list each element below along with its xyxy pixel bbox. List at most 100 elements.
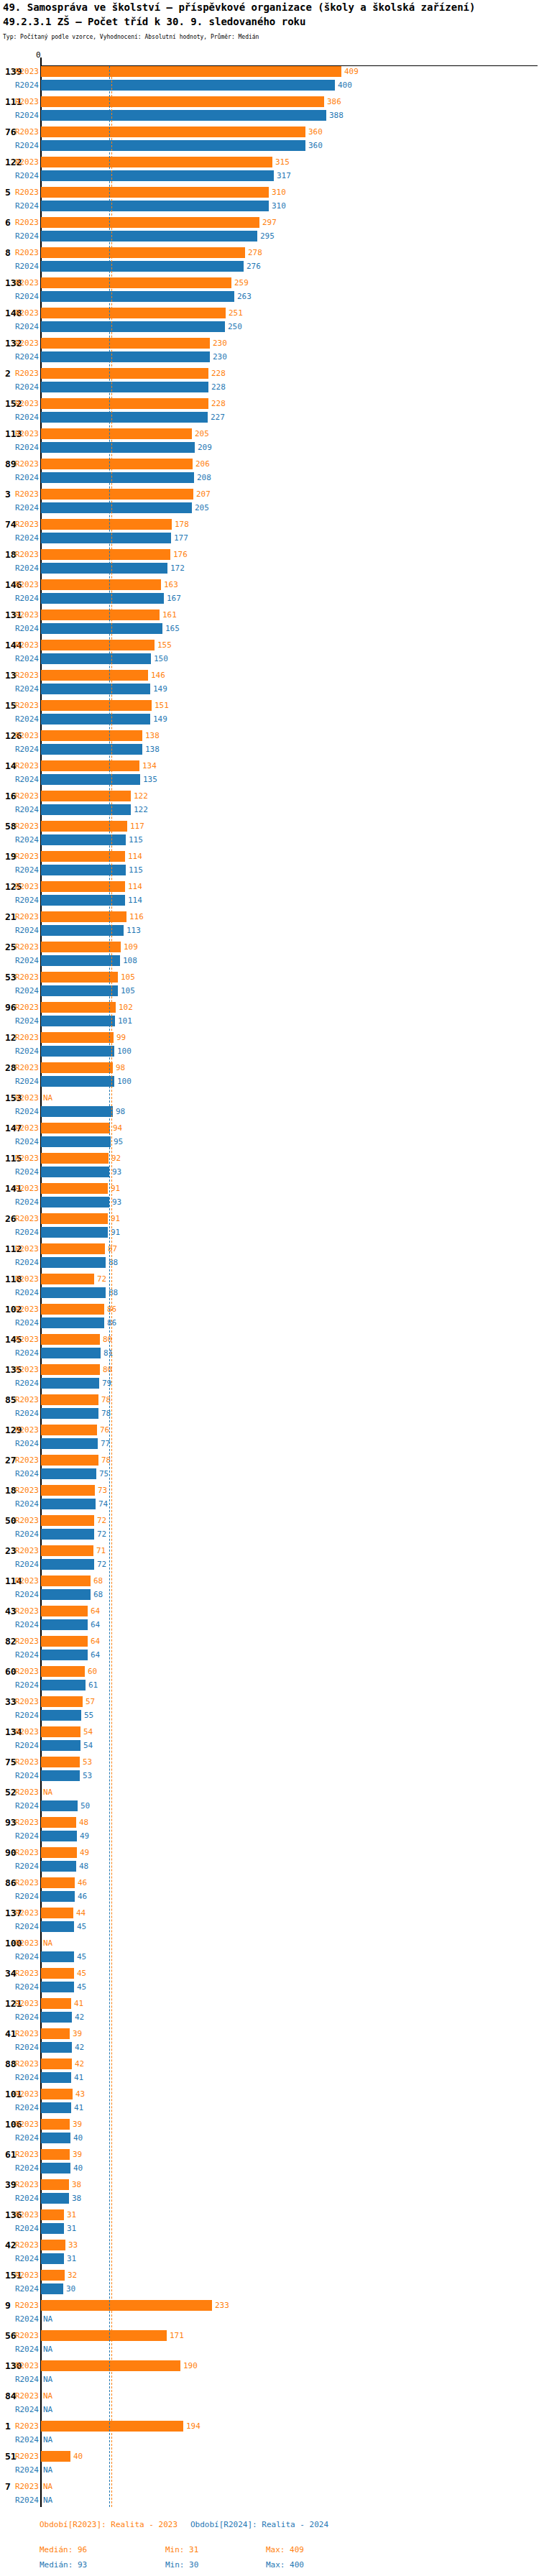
bar-r2023 (41, 1998, 71, 2009)
value-label: 116 (129, 912, 144, 921)
series-label-r2023: R2023 (13, 1727, 39, 1736)
bar-group-21-idx28: 21R2023116R2024113 (0, 911, 539, 936)
series-label-r2023: R2023 (13, 731, 39, 740)
value-label: 61 (88, 1680, 98, 1690)
series-label-r2024: R2024 (13, 201, 39, 211)
value-label: 93 (112, 1197, 121, 1207)
bar-r2024 (41, 261, 244, 272)
value-label: 150 (154, 654, 168, 663)
bar-r2024 (41, 382, 208, 392)
value-label: 41 (74, 2103, 83, 2112)
bar-r2023 (41, 2179, 69, 2190)
value-label: 48 (79, 1818, 88, 1827)
bar-group-60-idx53: 60R202360R202461 (0, 1666, 539, 1690)
series-label-r2023: R2023 (13, 2482, 39, 2491)
bar-r2023 (41, 911, 126, 922)
bar-group-96-idx31: 96R2023102R2024101 (0, 1002, 539, 1026)
value-label: 72 (97, 1560, 106, 1569)
series-label-r2024: R2024 (13, 533, 39, 543)
bar-r2024 (41, 1438, 98, 1449)
value-label: 310 (272, 188, 286, 197)
series-label-r2023: R2023 (13, 2180, 39, 2189)
series-label-r2024: R2024 (13, 1922, 39, 1931)
bar-group-75-idx56: 75R202353R202453 (0, 1757, 539, 1781)
series-label-r2024: R2024 (13, 1982, 39, 1992)
value-label: 68 (93, 1576, 103, 1586)
value-label: 38 (72, 2180, 81, 2189)
value-label: 117 (130, 822, 144, 831)
series-label-r2023: R2023 (13, 2059, 39, 2069)
series-label-r2024: R2024 (13, 2375, 39, 2384)
series-label-r2024: R2024 (13, 1439, 39, 1448)
bar-group-52-idx57: 52R2023NAR202450 (0, 1787, 539, 1811)
series-label-r2024: R2024 (13, 1741, 39, 1750)
bar-r2024 (41, 80, 335, 91)
bar-r2024 (41, 1861, 76, 1872)
bar-group-135-idx43: 135R202380R202479 (0, 1364, 539, 1389)
bar-r2023 (41, 428, 192, 439)
series-label-r2024: R2024 (13, 624, 39, 633)
series-label-r2023: R2023 (13, 1486, 39, 1495)
value-label: 251 (229, 308, 243, 318)
bar-r2023 (41, 1545, 93, 1556)
bar-r2023 (41, 2119, 70, 2130)
value-label: 230 (213, 339, 227, 348)
series-label-r2023: R2023 (13, 1757, 39, 1767)
value-label: 72 (97, 1516, 106, 1525)
bar-r2024 (41, 1650, 88, 1660)
bar-r2023 (41, 1485, 95, 1496)
legend-max-r2024: Max: 400 (266, 2560, 304, 2570)
bar-r2023 (41, 1032, 114, 1043)
series-label-r2023: R2023 (13, 701, 39, 710)
value-label: 113 (126, 926, 141, 935)
bar-group-118-idx40: 118R202372R202488 (0, 1274, 539, 1298)
value-label: 98 (116, 1107, 125, 1116)
bar-r2024 (41, 623, 162, 634)
bar-r2024 (41, 2193, 69, 2204)
bar-group-112-idx39: 112R202387R202488 (0, 1243, 539, 1268)
bar-r2024 (41, 1831, 77, 1841)
bar-group-50-idx48: 50R202372R202472 (0, 1515, 539, 1540)
series-label-r2023: R2023 (13, 248, 39, 257)
na-label: NA (43, 2496, 52, 2505)
series-label-r2024: R2024 (13, 1650, 39, 1660)
value-label: 228 (211, 399, 226, 408)
bar-r2024 (41, 1529, 94, 1540)
series-label-r2023: R2023 (13, 399, 39, 408)
bar-group-34-idx63: 34R202345R202445 (0, 1968, 539, 1992)
legend-min-r2023: Min: 31 (165, 2545, 198, 2554)
series-label-r2023: R2023 (13, 791, 39, 801)
bar-r2024 (41, 1076, 114, 1087)
bar-group-15-idx21: 15R2023151R2024149 (0, 700, 539, 724)
series-label-r2024: R2024 (13, 503, 39, 512)
series-label-r2023: R2023 (13, 339, 39, 348)
series-label-r2024: R2024 (13, 1680, 39, 1690)
value-label: 171 (170, 2331, 184, 2340)
bar-r2024 (41, 170, 274, 181)
bar-r2024 (41, 684, 150, 694)
series-label-r2024: R2024 (13, 745, 39, 754)
bar-r2024 (41, 1106, 113, 1117)
series-label-r2023: R2023 (13, 1335, 39, 1344)
value-label: 49 (80, 1831, 89, 1841)
series-label-r2024: R2024 (13, 2254, 39, 2263)
bar-group-41-idx65: 41R202339R202442 (0, 2028, 539, 2053)
bar-r2024 (41, 2283, 63, 2294)
bar-r2023 (41, 277, 231, 288)
bar-r2024 (41, 110, 326, 121)
series-label-r2024: R2024 (13, 171, 39, 180)
bar-r2023 (41, 2330, 167, 2341)
series-label-r2023: R2023 (13, 761, 39, 770)
series-label-r2024: R2024 (13, 1318, 39, 1328)
series-label-r2024: R2024 (13, 654, 39, 663)
series-label-r2024: R2024 (13, 1831, 39, 1841)
value-label: 41 (74, 2073, 83, 2082)
series-label-r2023: R2023 (13, 127, 39, 137)
series-label-r2024: R2024 (13, 1348, 39, 1358)
bar-r2023 (41, 1002, 116, 1013)
series-label-r2023: R2023 (13, 2361, 39, 2370)
na-label: NA (43, 2375, 52, 2384)
series-label-r2023: R2023 (13, 912, 39, 921)
bar-r2023 (41, 791, 131, 801)
series-label-r2024: R2024 (13, 322, 39, 331)
